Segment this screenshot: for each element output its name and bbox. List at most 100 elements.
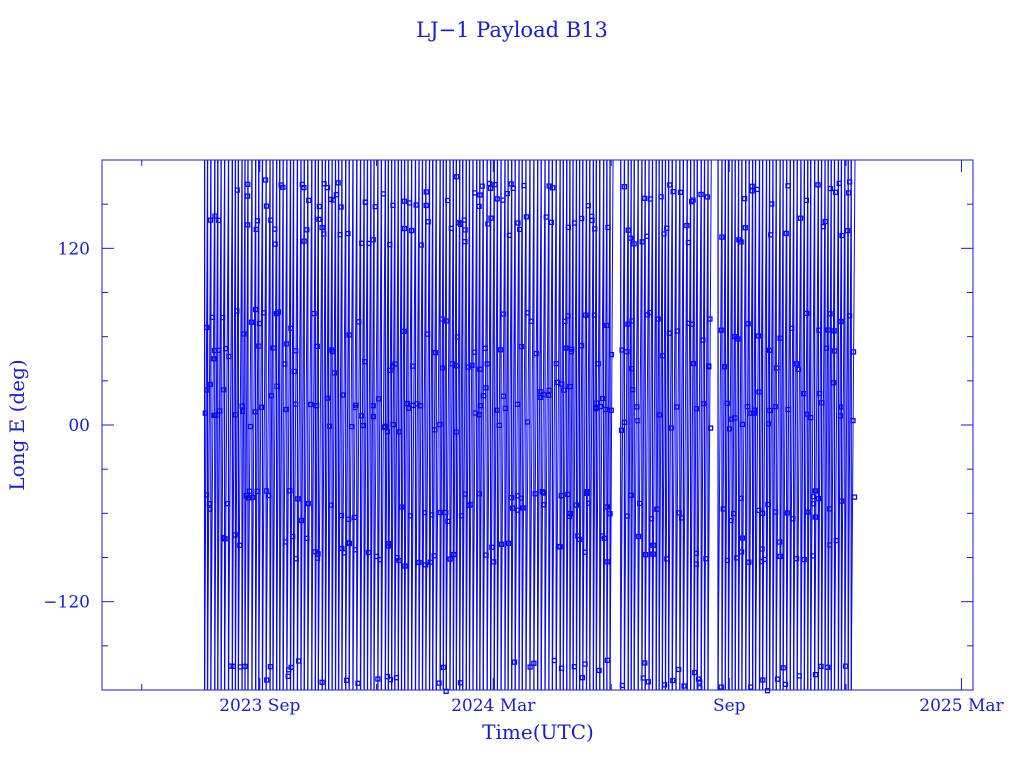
data-point [700,401,707,407]
data-point [780,665,786,671]
data-point [768,232,774,238]
data-point [784,510,790,516]
data-point [469,362,475,368]
data-point [375,396,382,402]
data-point [754,186,760,193]
data-point [805,509,811,515]
data-point [567,383,573,390]
data-point [480,393,487,399]
data-point [359,240,365,246]
data-point [739,421,746,428]
data-point [685,239,692,246]
data-point [541,490,547,496]
data-point [676,666,682,673]
data-point [554,379,560,386]
data-point [548,219,554,226]
data-point [440,664,447,671]
data-point [346,332,352,338]
data-point [381,424,387,430]
data-point [543,214,549,220]
data-point [425,219,431,225]
data-point [505,540,512,546]
data-point [608,407,614,413]
data-point [745,321,751,327]
data-point [261,310,267,316]
data-point [384,673,391,680]
data-point [520,505,526,511]
data-point [240,408,246,414]
data-point [541,502,547,508]
data-point [674,328,681,334]
data-point [345,230,351,237]
y-axis-label: Long E (deg) [5,359,29,490]
data-point [295,658,302,664]
data-point [432,350,438,356]
data-point [384,429,390,435]
x-tick-label: 2025 Mar [919,696,1004,716]
data-point [283,406,289,413]
data-point [304,227,310,233]
data-point [209,314,215,320]
data-point [777,553,783,560]
data-point [325,395,331,401]
data-point [361,359,368,365]
data-point [642,552,649,558]
data-point [492,181,498,188]
data-point [216,347,222,353]
data-point [705,363,712,369]
data-point [316,203,323,210]
data-point [344,677,350,683]
x-tick-label: Sep [713,696,746,716]
data-point [298,517,305,524]
data-point [484,361,490,367]
data-point [333,192,340,198]
data-point [618,427,625,433]
data-point [385,541,392,547]
data-point [650,542,656,548]
data-point [506,232,513,238]
data-point [264,677,270,683]
longitude-trace [834,159,839,691]
y-tick-labels: −120 00 120 [43,239,90,612]
data-point [372,204,378,210]
data-point [589,217,595,224]
data-point [724,400,730,406]
data-point [584,490,590,496]
data-point [486,180,493,187]
data-point [382,423,389,429]
data-point [338,204,344,210]
data-point [832,189,839,195]
data-point [667,182,673,188]
data-point [619,347,625,353]
data-point [220,387,227,393]
data-point [436,680,442,686]
data-point [764,688,771,694]
data-point [256,343,262,349]
data-point [851,494,858,500]
data-point [523,214,530,220]
data-point [453,363,460,369]
data-point [444,197,451,204]
data-point [387,677,394,683]
data-point [462,239,468,245]
data-point [666,330,673,336]
data-point [815,496,822,502]
data-point [454,334,461,340]
data-point [405,405,412,411]
data-point [795,366,801,373]
data-point [822,218,828,225]
data-point [602,406,609,413]
data-point [504,190,510,197]
data-point [767,407,773,414]
data-point [401,328,407,334]
data-point [718,327,724,333]
data-point [340,392,346,398]
data-point [812,671,819,678]
data-point [830,380,837,386]
data-point [718,684,724,690]
longitude-trace [850,159,856,691]
data-point [410,363,416,369]
data-point [656,412,663,418]
data-point [270,345,276,351]
